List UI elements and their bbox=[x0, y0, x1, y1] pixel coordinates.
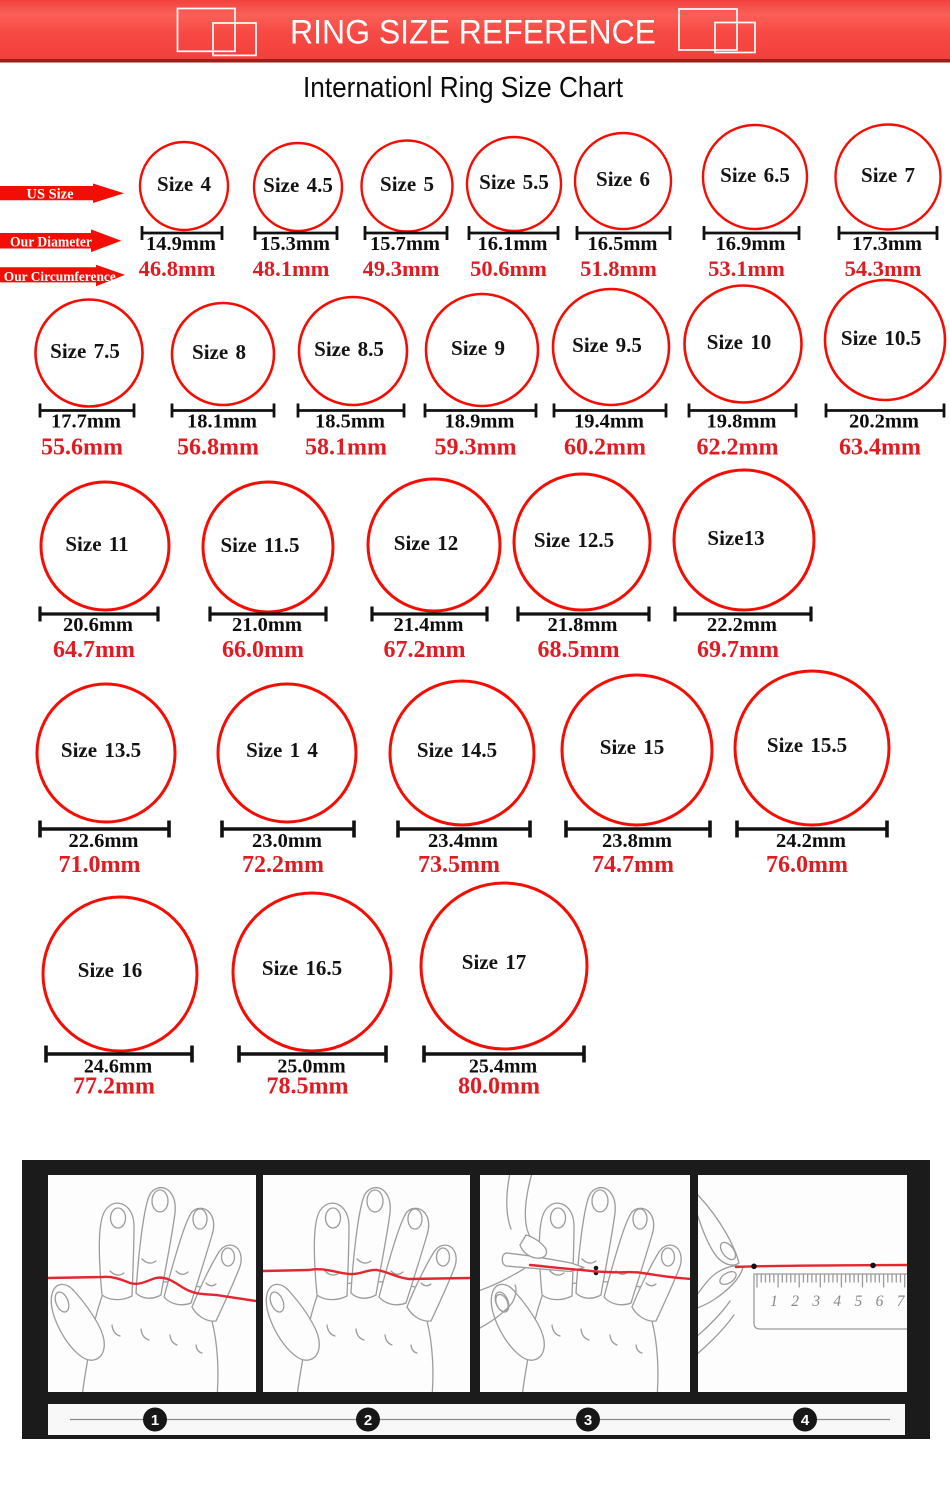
svg-text:18.1mm: 18.1mm bbox=[187, 411, 257, 433]
svg-text:18.9mm: 18.9mm bbox=[444, 411, 514, 433]
svg-text:Size 12.5: Size 12.5 bbox=[534, 528, 614, 552]
svg-text:54.3mm: 54.3mm bbox=[845, 256, 922, 281]
svg-text:55.6mm: 55.6mm bbox=[41, 435, 123, 461]
svg-text:6: 6 bbox=[876, 1293, 884, 1310]
svg-text:15.3mm: 15.3mm bbox=[260, 233, 330, 255]
svg-text:Size 15: Size 15 bbox=[600, 735, 664, 759]
svg-text:24.2mm: 24.2mm bbox=[776, 830, 846, 852]
svg-text:80.0mm: 80.0mm bbox=[458, 1074, 540, 1100]
svg-text:77.2mm: 77.2mm bbox=[73, 1074, 155, 1100]
svg-text:19.4mm: 19.4mm bbox=[574, 411, 644, 433]
svg-text:Size 16: Size 16 bbox=[78, 958, 142, 982]
svg-text:23.0mm: 23.0mm bbox=[252, 830, 322, 852]
svg-text:23.8mm: 23.8mm bbox=[602, 830, 672, 852]
svg-text:Size13: Size13 bbox=[707, 526, 764, 550]
svg-text:64.7mm: 64.7mm bbox=[53, 637, 135, 663]
svg-text:59.3mm: 59.3mm bbox=[435, 435, 517, 461]
svg-text:Size 6: Size 6 bbox=[596, 167, 650, 191]
svg-text:53.1mm: 53.1mm bbox=[708, 256, 785, 281]
svg-text:21.8mm: 21.8mm bbox=[547, 614, 617, 636]
svg-text:4: 4 bbox=[801, 1412, 810, 1429]
svg-text:69.7mm: 69.7mm bbox=[697, 637, 779, 663]
svg-text:46.8mm: 46.8mm bbox=[139, 256, 216, 281]
svg-text:58.1mm: 58.1mm bbox=[305, 435, 387, 461]
svg-text:17.3mm: 17.3mm bbox=[852, 233, 922, 255]
svg-text:24.6mm: 24.6mm bbox=[84, 1056, 153, 1078]
svg-text:19.8mm: 19.8mm bbox=[706, 411, 776, 433]
svg-text:76.0mm: 76.0mm bbox=[766, 852, 848, 878]
svg-text:51.8mm: 51.8mm bbox=[580, 256, 657, 281]
svg-text:16.9mm: 16.9mm bbox=[715, 233, 785, 255]
svg-text:Size 10: Size 10 bbox=[707, 330, 771, 354]
svg-text:Size 1 4: Size 1 4 bbox=[246, 738, 318, 762]
svg-text:14.9mm: 14.9mm bbox=[146, 233, 216, 255]
svg-text:21.4mm: 21.4mm bbox=[393, 614, 463, 636]
svg-text:Size 8: Size 8 bbox=[192, 340, 246, 364]
svg-text:67.2mm: 67.2mm bbox=[384, 637, 466, 663]
svg-text:Size 16.5: Size 16.5 bbox=[262, 956, 342, 980]
svg-text:1: 1 bbox=[151, 1412, 159, 1429]
svg-text:Size 4: Size 4 bbox=[157, 172, 211, 196]
svg-text:49.3mm: 49.3mm bbox=[363, 256, 440, 281]
svg-text:2: 2 bbox=[791, 1293, 799, 1310]
svg-text:3: 3 bbox=[811, 1293, 820, 1310]
svg-text:23.4mm: 23.4mm bbox=[428, 830, 498, 852]
svg-text:Our Circumference: Our Circumference bbox=[4, 270, 116, 285]
svg-text:4: 4 bbox=[833, 1293, 841, 1310]
svg-text:Size 9.5: Size 9.5 bbox=[572, 333, 642, 357]
svg-text:Our Diameter: Our Diameter bbox=[10, 235, 92, 251]
svg-text:Size 11: Size 11 bbox=[65, 532, 128, 556]
svg-text:Internationl Ring Size Chart: Internationl Ring Size Chart bbox=[303, 72, 623, 104]
svg-text:63.4mm: 63.4mm bbox=[839, 435, 921, 461]
svg-text:RING SIZE REFERENCE: RING SIZE REFERENCE bbox=[290, 14, 656, 52]
svg-text:66.0mm: 66.0mm bbox=[222, 637, 304, 663]
svg-text:62.2mm: 62.2mm bbox=[697, 435, 779, 461]
svg-text:25.4mm: 25.4mm bbox=[469, 1056, 538, 1078]
svg-text:1: 1 bbox=[770, 1293, 778, 1310]
svg-text:21.0mm: 21.0mm bbox=[232, 614, 302, 636]
svg-text:15.7mm: 15.7mm bbox=[370, 233, 440, 255]
svg-text:Size 7: Size 7 bbox=[861, 163, 915, 187]
svg-text:22.2mm: 22.2mm bbox=[707, 614, 777, 636]
svg-text:Size 12: Size 12 bbox=[394, 531, 458, 555]
svg-text:48.1mm: 48.1mm bbox=[253, 256, 330, 281]
svg-text:2: 2 bbox=[364, 1412, 372, 1429]
svg-text:74.7mm: 74.7mm bbox=[592, 852, 674, 878]
svg-text:Size 5.5: Size 5.5 bbox=[479, 170, 549, 194]
svg-text:72.2mm: 72.2mm bbox=[242, 852, 324, 878]
svg-text:Size 6.5: Size 6.5 bbox=[720, 163, 790, 187]
svg-text:22.6mm: 22.6mm bbox=[68, 830, 138, 852]
svg-text:68.5mm: 68.5mm bbox=[538, 637, 620, 663]
svg-text:Size 10.5: Size 10.5 bbox=[841, 326, 921, 350]
svg-text:Size 7.5: Size 7.5 bbox=[50, 339, 120, 363]
svg-text:Size 9: Size 9 bbox=[451, 336, 505, 360]
svg-text:Size 11.5: Size 11.5 bbox=[221, 533, 300, 557]
svg-text:20.2mm: 20.2mm bbox=[849, 411, 919, 433]
svg-text:60.2mm: 60.2mm bbox=[564, 435, 646, 461]
svg-text:Size 15.5: Size 15.5 bbox=[767, 733, 847, 757]
svg-text:20.6mm: 20.6mm bbox=[63, 614, 133, 636]
svg-text:73.5mm: 73.5mm bbox=[418, 852, 500, 878]
svg-text:16.1mm: 16.1mm bbox=[477, 233, 547, 255]
svg-text:17.7mm: 17.7mm bbox=[51, 411, 121, 433]
svg-text:56.8mm: 56.8mm bbox=[177, 435, 259, 461]
svg-text:18.5mm: 18.5mm bbox=[315, 411, 385, 433]
svg-text:US Size: US Size bbox=[27, 187, 75, 203]
svg-text:5: 5 bbox=[855, 1293, 863, 1310]
svg-text:Size 4.5: Size 4.5 bbox=[263, 173, 333, 197]
svg-text:Size 13.5: Size 13.5 bbox=[61, 738, 141, 762]
svg-text:Size 8.5: Size 8.5 bbox=[314, 337, 384, 361]
svg-text:16.5mm: 16.5mm bbox=[587, 233, 657, 255]
svg-text:71.0mm: 71.0mm bbox=[59, 852, 141, 878]
svg-text:Size 17: Size 17 bbox=[462, 950, 526, 974]
svg-text:3: 3 bbox=[584, 1412, 592, 1429]
svg-text:Size 5: Size 5 bbox=[380, 172, 434, 196]
svg-text:Size 14.5: Size 14.5 bbox=[417, 738, 497, 762]
svg-text:50.6mm: 50.6mm bbox=[470, 256, 547, 281]
svg-text:7: 7 bbox=[897, 1293, 906, 1310]
svg-text:25.0mm: 25.0mm bbox=[277, 1056, 346, 1078]
svg-text:78.5mm: 78.5mm bbox=[267, 1074, 349, 1100]
